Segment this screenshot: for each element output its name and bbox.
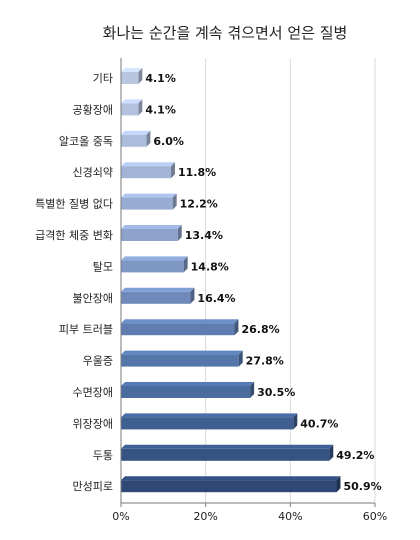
value-label: 11.8% [178,166,216,179]
chart-title: 화나는 순간을 계속 겪으면서 얻은 질병 [103,24,348,42]
bar-side-face [336,476,341,493]
bar [121,382,255,398]
bar-side-face [293,413,298,430]
bar-front-face [121,354,239,367]
bar-top-face [121,319,239,324]
bars [121,68,341,493]
bar [121,130,151,147]
bar-top-face [121,162,175,167]
value-labels: 4.1% 4.1% 6.0% 11.8% 12.2% 13.4% 14.8% 16.4% 26.… [145,72,381,493]
bar-top-face [121,476,341,481]
category-label: 우울증 [83,355,113,368]
bar [121,350,243,367]
value-label: 12.2% [180,198,218,211]
bar-top-face [121,413,298,418]
value-label: 16.4% [197,292,235,305]
bar-side-face [190,287,195,304]
bar-front-face [121,323,235,336]
x-tick-label: 0% [112,510,129,523]
category-label: 위장장애 [73,417,113,430]
bar-top-face [121,444,334,449]
grid-lines [205,58,376,503]
x-axis: 0% 20% 40% 60% [112,58,387,523]
bar [121,413,298,430]
bar-top-face [121,193,177,198]
bar-side-face [146,130,151,147]
bar-top-face [121,130,151,135]
category-label: 알코올 중독 [59,134,113,148]
value-label: 50.9% [343,480,381,493]
bar-top-face [121,256,188,261]
bar-front-face [121,480,337,493]
bar-top-face [121,99,143,104]
category-label: 공황장애 [73,103,113,116]
bar-front-face [121,229,178,241]
bar-side-face [170,162,175,179]
category-label: 특별한 질병 없다 [35,198,113,211]
bar-side-face [238,350,243,367]
bar-side-face [177,225,182,241]
bar [121,256,188,273]
category-label: 기타 [93,72,113,85]
category-label: 피부 트러블 [59,323,113,336]
value-label: 49.2% [336,449,374,462]
category-label: 불안장애 [73,292,113,305]
bar-front-face [121,72,139,84]
bar [121,99,143,116]
bar-side-face [138,68,143,84]
bar-side-face [138,99,143,116]
bar-front-face [121,103,139,116]
bar-top-face [121,350,243,355]
bar-top-face [121,68,143,72]
bar-side-face [172,193,177,210]
bar-side-face [329,444,334,461]
bar [121,225,182,241]
value-label: 27.8% [246,355,284,368]
category-label: 급격한 체중 변화 [35,229,113,242]
bar-front-face [121,386,251,398]
bar-side-face [250,382,255,398]
bar [121,68,143,84]
bar-front-face [121,260,184,273]
bar-top-face [121,382,255,386]
bar [121,193,177,210]
bar-top-face [121,225,182,229]
value-label: 26.8% [241,323,279,336]
bar-front-face [121,197,173,210]
value-label: 14.8% [191,260,229,273]
bar-front-face [121,134,147,147]
bar [121,162,175,179]
category-label: 신경쇠약 [73,165,113,179]
x-tick-label: 20% [193,510,217,523]
bar [121,287,195,304]
bar-side-face [183,256,188,273]
x-tick-label: 40% [278,510,302,523]
bar [121,319,239,336]
bar [121,444,334,461]
bar-front-face [121,448,330,461]
bar-front-face [121,417,294,430]
value-label: 13.4% [185,229,223,242]
category-label: 수면장애 [73,386,113,399]
x-tick-label: 60% [363,510,387,523]
value-label: 4.1% [145,103,176,116]
category-label: 두통 [93,449,113,462]
bar-front-face [121,166,171,179]
bar-side-face [234,319,239,336]
category-label: 탈모 [93,260,113,273]
bar-front-face [121,291,191,304]
value-label: 30.5% [257,386,295,399]
value-label: 4.1% [145,72,176,85]
category-label: 만성피로 [73,480,113,493]
bar [121,476,341,493]
value-label: 40.7% [300,417,338,430]
bar-top-face [121,287,195,292]
value-label: 6.0% [153,135,184,148]
